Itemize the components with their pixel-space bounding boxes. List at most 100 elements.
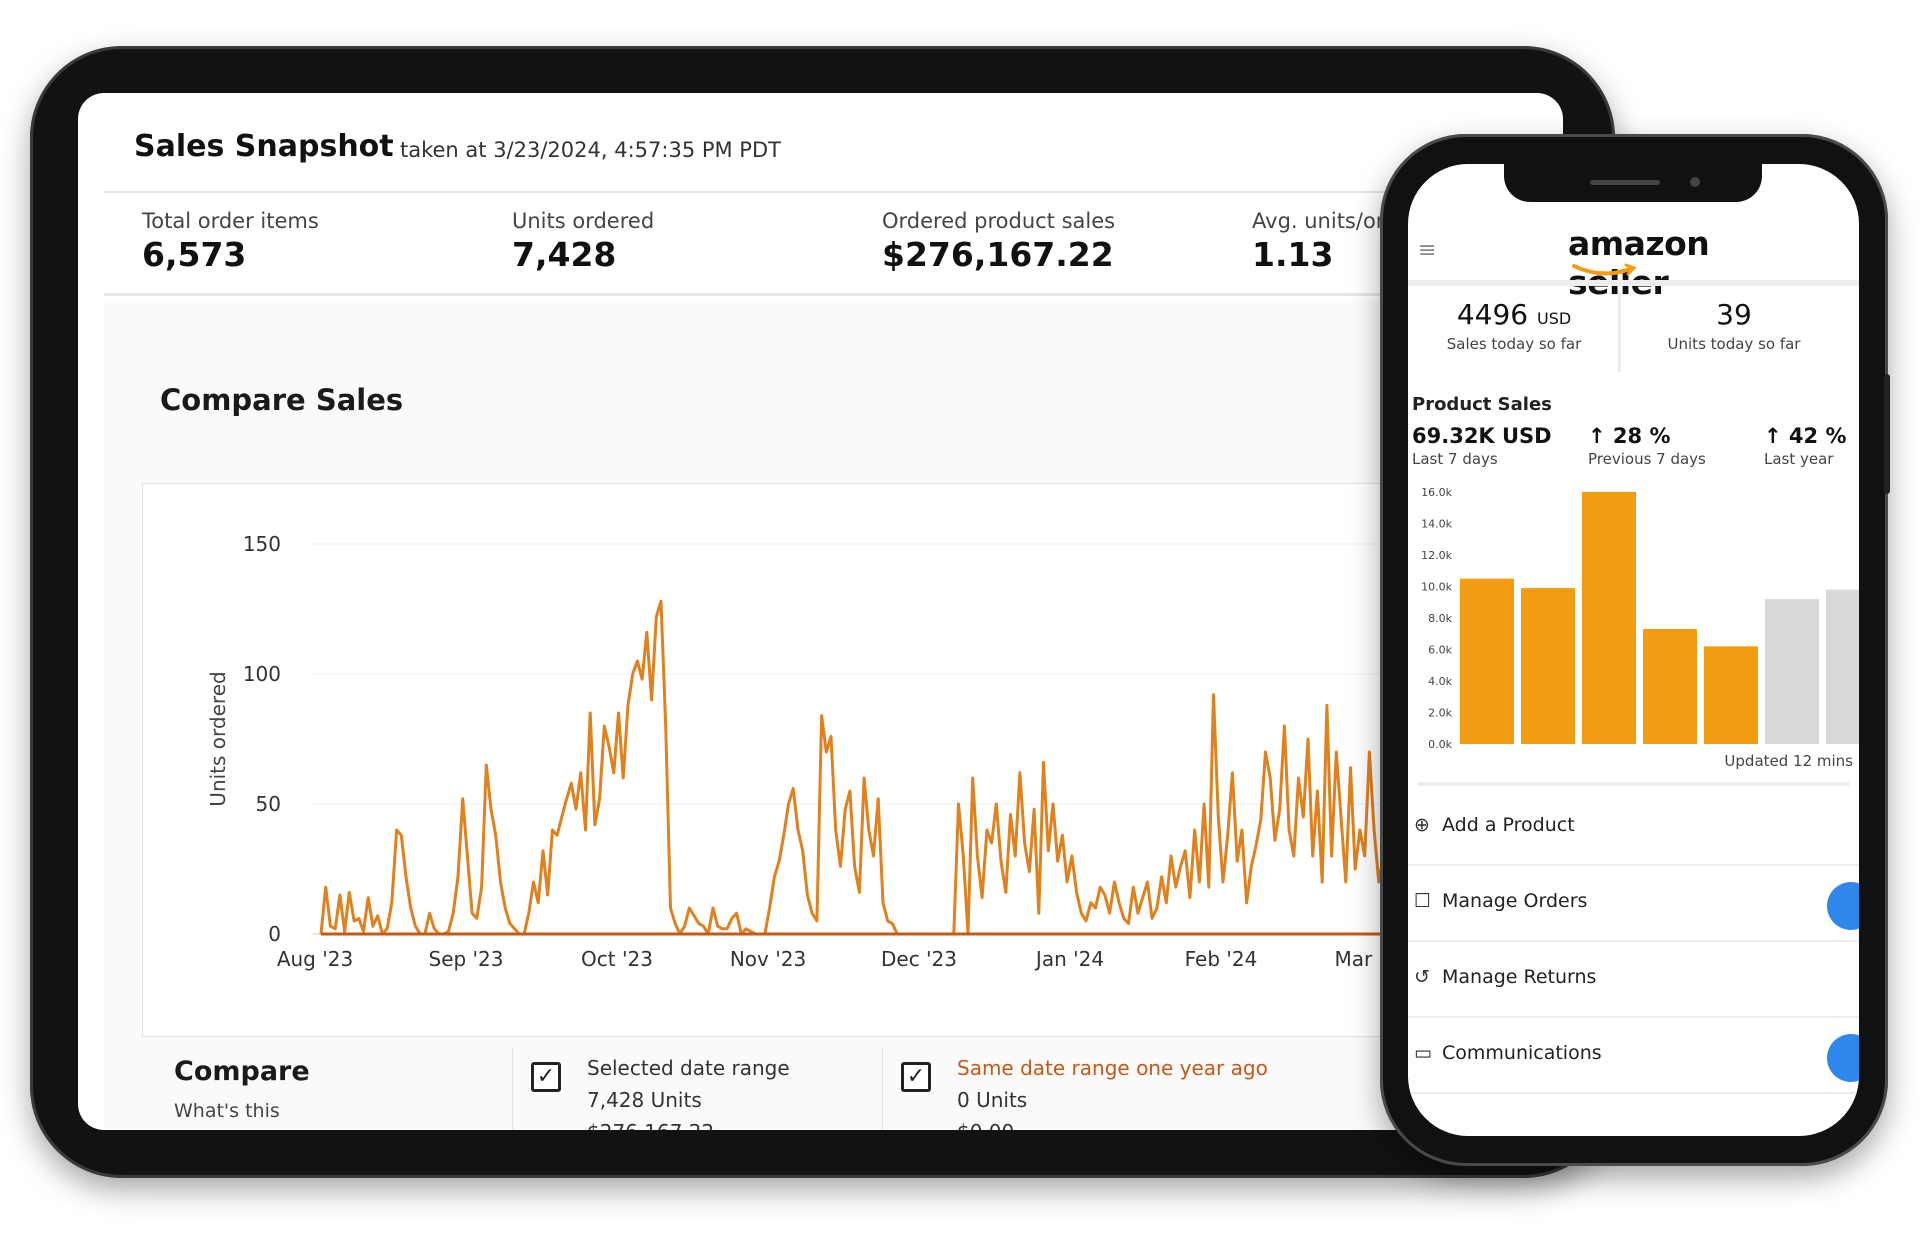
communications-action[interactable]: ▭ Communications: [1408, 1018, 1859, 1094]
speaker-grille: [1590, 180, 1660, 185]
returns-icon: ↺: [1414, 966, 1430, 988]
today-stats: 4496 USD Sales today so far 39 Units tod…: [1408, 288, 1859, 372]
line-chart-svg: 0 50 100 150 Units ordered Aug '23 Sep '23 Oct …: [206, 532, 1563, 971]
units-today-card[interactable]: 39 Units today so far: [1628, 288, 1840, 372]
metric-value: 1.13: [1252, 235, 1334, 274]
page-title: Sales Snapshot: [134, 129, 394, 164]
units-ordered-chart[interactable]: 0 50 100 150 Units ordered Aug '23 Sep '23 Oct …: [142, 483, 1563, 1037]
hamburger-icon[interactable]: ≡: [1418, 238, 1437, 263]
notification-badge[interactable]: [1827, 882, 1859, 930]
amazon-seller-logo: amazon seller: [1568, 224, 1768, 302]
x-tick-label: Jan '24: [1034, 947, 1104, 971]
updated-timestamp: Updated 12 mins: [1724, 752, 1853, 770]
bar: [1521, 588, 1575, 744]
ps-value: ↑ 28 %: [1588, 424, 1671, 448]
last-year-units: 0 Units: [957, 1088, 1028, 1112]
y-tick-label: 10.0k: [1421, 581, 1452, 594]
metric-ordered-product-sales: Ordered product sales $276,167.22: [882, 209, 1115, 274]
product-sales-bar-chart[interactable]: 0.0k 2.0k 4.0k 6.0k 8.0k 10.0k 12.0k 14.0k 16.0k…: [1408, 474, 1859, 750]
bar: [1643, 629, 1697, 744]
y-tick-label: 50: [256, 792, 281, 816]
bar: [1460, 578, 1514, 744]
bar: [1582, 492, 1636, 744]
smile-icon: [1572, 263, 1637, 276]
divider: [1408, 280, 1859, 286]
divider: [1418, 782, 1849, 786]
x-tick-label: Aug '23: [277, 947, 353, 971]
x-tick-label: Nov '23: [730, 947, 806, 971]
add-icon: ⊕: [1414, 814, 1430, 836]
phone-device: ≡ amazon seller 4496 USD Sales today so …: [1380, 134, 1890, 1166]
product-sales-previous-7-days: ↑ 28 % Previous 7 days: [1588, 424, 1706, 468]
sales-snapshot-header: Sales Snapshot taken at 3/23/2024, 4:57:…: [134, 121, 1563, 181]
sales-today-card[interactable]: 4496 USD Sales today so far: [1408, 288, 1620, 372]
selected-range-sales: $276,167.22: [587, 1116, 790, 1130]
notification-badge[interactable]: [1827, 1034, 1859, 1082]
series-line: [319, 563, 1563, 936]
compare-legend: Compare What's this ✓ Selected date rang…: [142, 1048, 1562, 1130]
metrics-row: Total order items 6,573 Units ordered 7,…: [104, 195, 1554, 291]
sales-today-unit: USD: [1536, 309, 1572, 328]
selected-range-label: Selected date range: [587, 1056, 790, 1080]
x-tick-label: Feb '24: [1185, 947, 1258, 971]
sales-today-label: Sales today so far: [1446, 335, 1582, 353]
units-today-value: 39: [1716, 298, 1752, 331]
orders-icon: ☐: [1414, 890, 1432, 912]
divider: [104, 191, 1563, 193]
y-tick-label: 4.0k: [1428, 675, 1452, 688]
selected-range-checkbox[interactable]: ✓: [531, 1062, 561, 1092]
action-label: Manage Orders: [1442, 890, 1588, 912]
ps-label: Previous 7 days: [1588, 450, 1706, 468]
chat-icon: ▭: [1414, 1042, 1432, 1064]
y-tick-label: 0: [268, 922, 281, 946]
y-tick-label: 2.0k: [1428, 707, 1452, 720]
product-sales-last-7-days: 69.32K USD Last 7 days: [1412, 424, 1552, 468]
x-tick-label: Dec '23: [881, 947, 957, 971]
manage-returns-action[interactable]: ↺ Manage Returns: [1408, 942, 1859, 1018]
compare-selected-range: ✓ Selected date range 7,428 Units $276,1…: [512, 1048, 883, 1130]
metric-value: 6,573: [142, 235, 247, 274]
action-label: Add a Product: [1442, 814, 1575, 836]
product-sales-last-year: ↑ 42 % Last year: [1764, 424, 1846, 468]
camera-icon: [1690, 177, 1700, 187]
ps-label: Last year: [1764, 450, 1834, 468]
action-label: Manage Returns: [1442, 966, 1597, 988]
divider: [104, 293, 1563, 296]
metric-label: Units ordered: [512, 209, 655, 233]
y-tick-label: 100: [243, 662, 281, 686]
compare-sales-title: Compare Sales: [160, 383, 404, 417]
metric-label: Ordered product sales: [882, 209, 1116, 233]
tablet-screen: Sales Snapshot taken at 3/23/2024, 4:57:…: [78, 93, 1563, 1130]
y-tick-label: 0.0k: [1428, 738, 1452, 750]
divider: [1618, 292, 1621, 372]
bar: [1826, 589, 1859, 744]
snapshot-timestamp: taken at 3/23/2024, 4:57:35 PM PDT: [400, 138, 781, 162]
sales-today-value: 4496: [1456, 298, 1529, 331]
y-tick-label: 6.0k: [1428, 644, 1452, 657]
manage-orders-action[interactable]: ☐ Manage Orders: [1408, 866, 1859, 942]
y-axis-label: Units ordered: [206, 671, 230, 806]
ps-value: ↑ 42 %: [1764, 424, 1847, 448]
tablet-device: Sales Snapshot taken at 3/23/2024, 4:57:…: [30, 46, 1615, 1178]
phone-screen: ≡ amazon seller 4496 USD Sales today so …: [1408, 164, 1859, 1136]
y-tick-label: 16.0k: [1421, 486, 1452, 499]
y-tick-label: 14.0k: [1421, 518, 1452, 531]
metric-units-ordered: Units ordered 7,428: [512, 209, 654, 274]
selected-range-units: 7,428 Units: [587, 1088, 702, 1112]
ps-label: Last 7 days: [1412, 450, 1498, 468]
whats-this-link[interactable]: What's this: [174, 1100, 280, 1122]
add-product-action[interactable]: ⊕ Add a Product: [1408, 790, 1859, 866]
product-sales-title: Product Sales: [1412, 394, 1552, 415]
metric-total-order-items: Total order items 6,573: [142, 209, 319, 274]
x-tick-label: Sep '23: [429, 947, 504, 971]
y-tick-label: 12.0k: [1421, 549, 1452, 562]
metric-value: $276,167.22: [882, 235, 1114, 274]
compare-title: Compare: [174, 1056, 310, 1087]
metric-label: Total order items: [142, 209, 319, 233]
last-year-sales: $0.00: [957, 1116, 1268, 1130]
last-year-checkbox[interactable]: ✓: [901, 1062, 931, 1092]
metric-value: 7,428: [512, 235, 617, 274]
ps-value: 69.32K USD: [1412, 424, 1552, 448]
last-year-label: Same date range one year ago: [957, 1056, 1268, 1080]
compare-last-year: ✓ Same date range one year ago 0 Units $…: [882, 1048, 1483, 1130]
